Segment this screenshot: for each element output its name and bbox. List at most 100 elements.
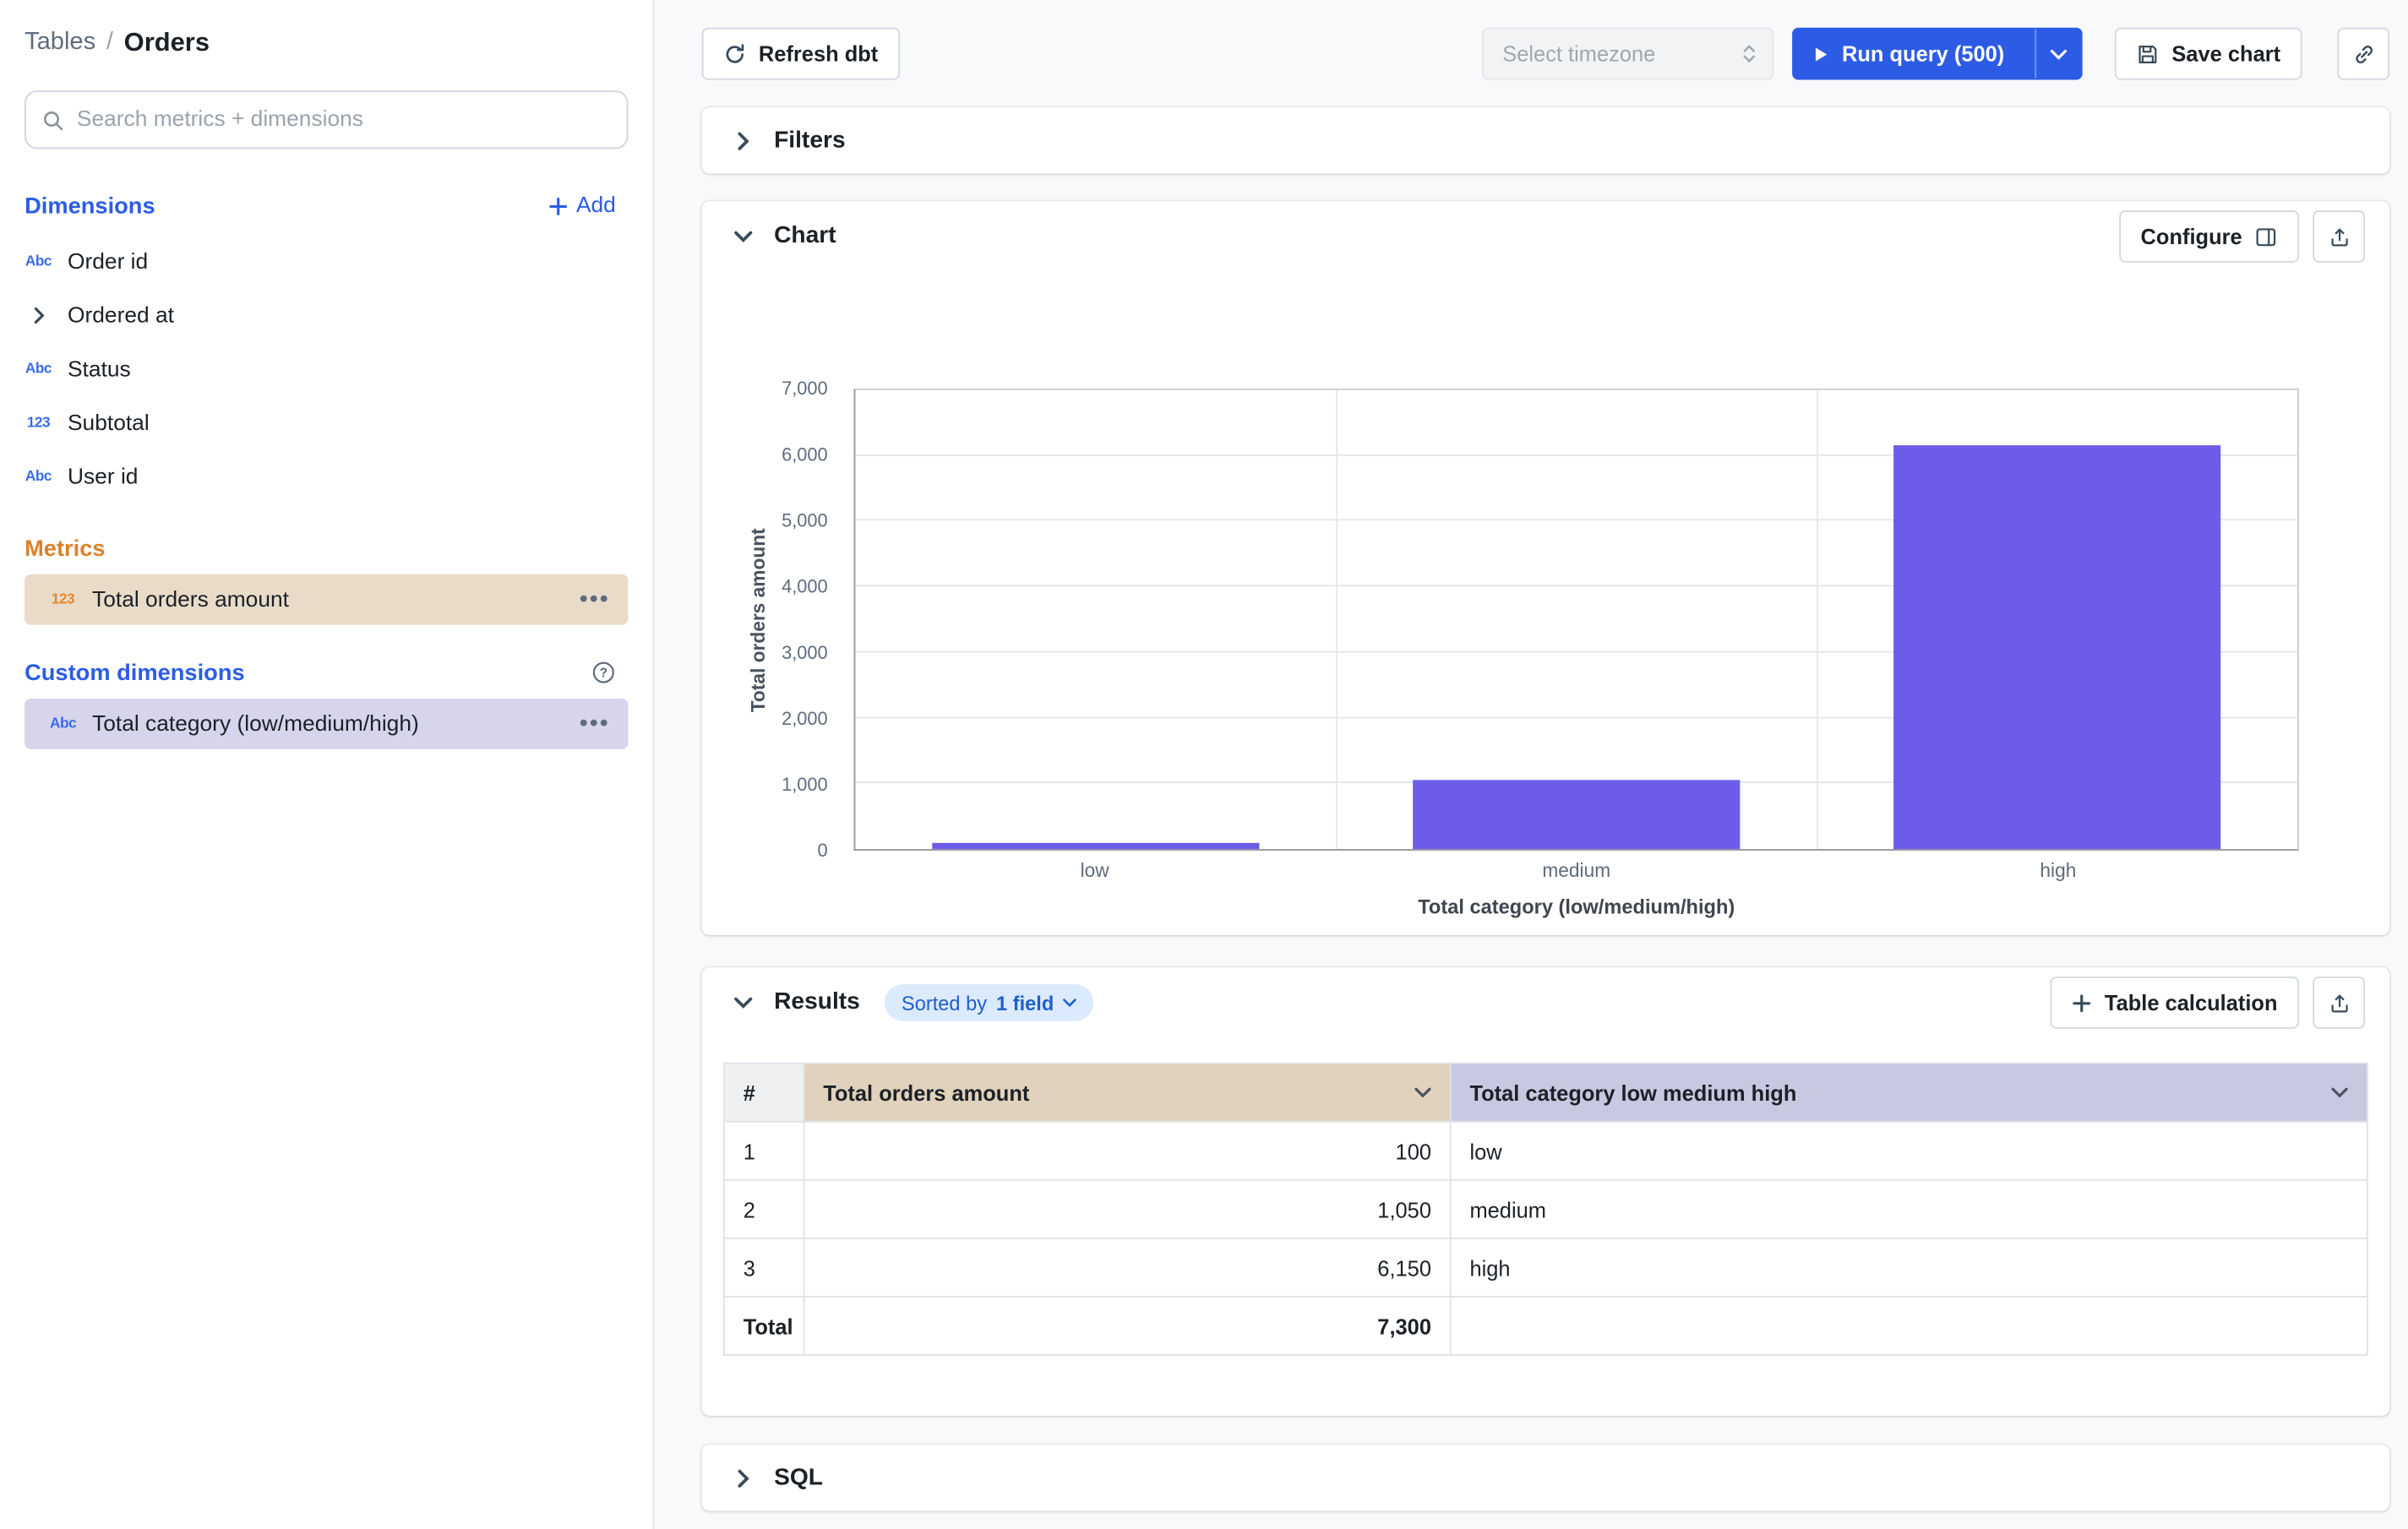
play-icon [1812,46,1829,63]
gridline [1817,389,1819,850]
sql-header[interactable]: SQL [702,1445,2390,1510]
export-results-button[interactable] [2313,976,2366,1029]
sidebar-item-label: User id [67,464,139,489]
column-header-amount-label: Total orders amount [823,1080,1030,1105]
plus-icon [548,196,569,216]
plus-icon [2073,993,2093,1013]
results-section: Results Sorted by 1 field Table calculat… [701,967,2390,1416]
sidebar-item-label: Status [67,356,131,382]
sidebar: Tables / Orders Dimensions Add Abc Order… [0,0,655,1529]
more-options-icon[interactable]: ••• [579,710,610,737]
x-category-label: low [1080,859,1109,882]
y-tick-label: 5,000 [782,509,828,531]
chevron-right-icon[interactable] [725,1460,762,1497]
timezone-placeholder: Select timezone [1502,41,1656,67]
search-input[interactable] [76,107,612,133]
table-row[interactable]: 1 100 low [723,1120,2368,1181]
bar-medium[interactable] [1413,780,1741,850]
dimensions-title: Dimensions [25,193,155,220]
save-icon [2137,42,2160,65]
abc-type-icon: Abc [25,361,52,378]
refresh-icon [723,42,746,65]
refresh-dbt-button[interactable]: Refresh dbt [701,27,900,80]
add-dimension-button[interactable]: Add [548,193,616,218]
numeric-type-icon: 123 [26,414,51,432]
export-chart-button[interactable] [2313,210,2366,263]
x-axis-labels: low medium high [854,860,2299,881]
amount-cell[interactable]: 100 [803,1120,1452,1181]
sidebar-item-total-orders-amount[interactable]: 123 Total orders amount ••• [25,574,629,625]
total-category-cell [1449,1296,2368,1356]
table-calculation-button[interactable]: Table calculation [2051,976,2299,1029]
row-index-cell: 3 [723,1237,805,1298]
gridline [855,454,2298,456]
sql-section: SQL [701,1445,2390,1511]
results-table: # Total orders amount Total category low… [723,1062,2368,1356]
abc-type-icon: Abc [25,253,52,270]
gridline [855,520,2298,521]
refresh-dbt-label: Refresh dbt [758,41,879,67]
dimensions-heading: Dimensions Add [0,189,652,223]
sidebar-item-user-id[interactable]: Abc User id [0,450,628,504]
chevron-down-icon[interactable] [725,984,762,1021]
chevron-down-icon[interactable] [2331,1087,2348,1098]
share-icon [2328,991,2351,1014]
amount-cell[interactable]: 6,150 [803,1237,1452,1298]
column-header-category[interactable]: Total category low medium high [1449,1062,2368,1123]
metrics-heading: Metrics [0,531,652,565]
chevron-down-icon[interactable] [725,218,762,255]
sidebar-item-order-id[interactable]: Abc Order id [0,235,628,289]
chart-section: Chart Configure Total [701,201,2390,935]
results-title: Results [774,988,860,1015]
sidebar-item-total-category[interactable]: Abc Total category (low/medium/high) ••• [25,699,629,749]
main-content: Refresh dbt Select timezone Run query (5… [654,0,2408,1529]
chevron-right-icon[interactable] [725,122,762,159]
configure-button[interactable]: Configure [2119,210,2299,263]
share-link-button[interactable] [2337,27,2390,80]
bar-high[interactable] [1893,445,2221,850]
more-options-icon[interactable]: ••• [579,585,610,612]
results-table-wrapper: # Total orders amount Total category low… [702,1038,2390,1416]
y-tick-label: 4,000 [782,575,828,598]
sidebar-item-ordered-at[interactable]: Ordered at [0,289,628,343]
search-box[interactable] [25,90,629,150]
sidebar-item-status[interactable]: Abc Status [0,342,628,396]
configure-label: Configure [2140,224,2242,249]
gridline [855,716,2298,718]
row-index-cell: 2 [723,1178,805,1239]
run-query-button[interactable]: Run query (500) [1792,27,2083,80]
category-cell[interactable]: medium [1449,1178,2368,1239]
table-calculation-label: Table calculation [2104,990,2278,1015]
timezone-select[interactable]: Select timezone [1482,27,1774,80]
sorted-by-prefix: Sorted by [901,991,988,1015]
table-row[interactable]: 2 1,050 medium [723,1178,2368,1239]
chevron-down-icon[interactable] [1414,1087,1431,1098]
add-label: Add [575,193,616,219]
table-row[interactable]: 3 6,150 high [723,1237,2368,1298]
column-header-amount[interactable]: Total orders amount [803,1062,1452,1123]
breadcrumb-tables-link[interactable]: Tables [25,29,96,56]
row-index-cell: 1 [723,1120,805,1181]
y-tick-label: 6,000 [782,443,828,465]
save-chart-button[interactable]: Save chart [2115,27,2302,80]
sql-title: SQL [774,1464,824,1490]
bar-low[interactable] [932,842,1260,850]
sorted-by-badge[interactable]: Sorted by 1 field [884,984,1094,1021]
svg-text:?: ? [600,667,607,681]
chevron-right-icon[interactable] [21,307,55,324]
run-query-options-caret[interactable] [2035,29,2082,79]
y-tick-label: 7,000 [782,378,828,400]
amount-cell[interactable]: 1,050 [803,1178,1452,1239]
filters-header[interactable]: Filters [702,107,2390,173]
run-query-label: Run query (500) [1841,41,2005,67]
help-icon[interactable]: ? [591,661,616,685]
filters-title: Filters [774,126,846,153]
category-cell[interactable]: low [1449,1120,2368,1181]
share-icon [2328,225,2351,248]
metrics-title: Metrics [25,535,106,562]
save-chart-label: Save chart [2171,41,2281,67]
sidebar-item-subtotal[interactable]: 123 Subtotal [0,396,628,450]
toolbar: Refresh dbt Select timezone Run query (5… [701,27,2390,80]
category-cell[interactable]: high [1449,1237,2368,1298]
